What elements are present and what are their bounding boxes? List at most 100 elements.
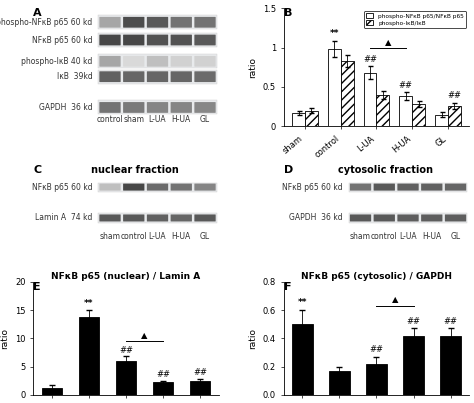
- Text: A: A: [33, 8, 42, 18]
- FancyBboxPatch shape: [123, 102, 145, 113]
- FancyBboxPatch shape: [445, 214, 466, 222]
- FancyBboxPatch shape: [100, 56, 121, 66]
- FancyBboxPatch shape: [147, 35, 168, 46]
- Text: NFκB p65 60 kd: NFκB p65 60 kd: [32, 35, 92, 44]
- FancyBboxPatch shape: [123, 17, 145, 28]
- Text: phospho-IκB 40 kd: phospho-IκB 40 kd: [21, 57, 92, 66]
- Y-axis label: ratio: ratio: [248, 328, 257, 349]
- Bar: [153, 382, 173, 395]
- Legend: phospho-NFκB p65/NFκB p65, phospho-IκB/IκB: phospho-NFκB p65/NFκB p65, phospho-IκB/I…: [364, 11, 466, 28]
- Bar: [366, 364, 387, 395]
- FancyBboxPatch shape: [350, 184, 371, 191]
- FancyBboxPatch shape: [100, 184, 121, 191]
- Bar: [98, 100, 217, 114]
- Bar: [412, 104, 425, 127]
- Bar: [440, 336, 461, 395]
- Text: B: B: [284, 8, 292, 18]
- Text: sham: sham: [350, 232, 371, 241]
- FancyBboxPatch shape: [171, 102, 192, 113]
- FancyBboxPatch shape: [171, 35, 192, 46]
- Bar: [400, 96, 412, 127]
- Bar: [42, 388, 62, 395]
- Text: ##: ##: [447, 91, 461, 100]
- Text: L-UA: L-UA: [399, 232, 417, 241]
- Text: H-UA: H-UA: [172, 115, 191, 124]
- Text: GL: GL: [200, 115, 210, 124]
- FancyBboxPatch shape: [123, 56, 145, 66]
- Text: F: F: [284, 282, 291, 292]
- Text: ▲: ▲: [385, 38, 391, 47]
- Text: ##: ##: [119, 346, 133, 355]
- Bar: [435, 114, 448, 127]
- FancyBboxPatch shape: [445, 184, 466, 191]
- Text: ##: ##: [363, 55, 377, 64]
- Text: Lamin A  74 kd: Lamin A 74 kd: [35, 214, 92, 222]
- Bar: [305, 110, 318, 127]
- Bar: [349, 213, 467, 222]
- Bar: [376, 95, 389, 127]
- Bar: [98, 54, 217, 69]
- Bar: [98, 33, 217, 47]
- FancyBboxPatch shape: [194, 214, 216, 222]
- Text: ##: ##: [444, 317, 457, 326]
- Text: control: control: [120, 232, 147, 241]
- FancyBboxPatch shape: [147, 71, 168, 82]
- Bar: [79, 317, 99, 395]
- FancyBboxPatch shape: [194, 71, 216, 82]
- FancyBboxPatch shape: [374, 184, 395, 191]
- Bar: [292, 113, 305, 127]
- Bar: [364, 73, 376, 127]
- FancyBboxPatch shape: [171, 184, 192, 191]
- FancyBboxPatch shape: [397, 214, 419, 222]
- FancyBboxPatch shape: [147, 214, 168, 222]
- FancyBboxPatch shape: [100, 17, 121, 28]
- Text: sham: sham: [100, 232, 120, 241]
- Text: GL: GL: [200, 232, 210, 241]
- Bar: [403, 336, 424, 395]
- Text: control: control: [97, 115, 123, 124]
- Text: GAPDH  36 kd: GAPDH 36 kd: [39, 103, 92, 112]
- FancyBboxPatch shape: [147, 184, 168, 191]
- FancyBboxPatch shape: [397, 184, 419, 191]
- Text: ##: ##: [407, 317, 420, 326]
- FancyBboxPatch shape: [421, 184, 442, 191]
- Bar: [98, 213, 217, 222]
- FancyBboxPatch shape: [123, 184, 145, 191]
- FancyBboxPatch shape: [350, 214, 371, 222]
- FancyBboxPatch shape: [100, 35, 121, 46]
- Text: ##: ##: [369, 345, 383, 354]
- Bar: [448, 106, 461, 127]
- Y-axis label: ratio: ratio: [248, 57, 257, 78]
- FancyBboxPatch shape: [194, 17, 216, 28]
- FancyBboxPatch shape: [194, 35, 216, 46]
- Bar: [98, 70, 217, 84]
- FancyBboxPatch shape: [147, 102, 168, 113]
- Text: NFκB p65 60 kd: NFκB p65 60 kd: [283, 183, 343, 191]
- Text: control: control: [371, 232, 398, 241]
- Title: NFκB p65 (nuclear) / Lamin A: NFκB p65 (nuclear) / Lamin A: [51, 272, 201, 281]
- FancyBboxPatch shape: [171, 56, 192, 66]
- Text: L-UA: L-UA: [149, 115, 166, 124]
- FancyBboxPatch shape: [194, 56, 216, 66]
- Text: cytosolic fraction: cytosolic fraction: [338, 166, 433, 175]
- FancyBboxPatch shape: [123, 35, 145, 46]
- FancyBboxPatch shape: [374, 214, 395, 222]
- Text: sham: sham: [123, 115, 144, 124]
- Text: H-UA: H-UA: [172, 232, 191, 241]
- FancyBboxPatch shape: [123, 71, 145, 82]
- Text: C: C: [33, 166, 41, 175]
- Text: E: E: [33, 282, 41, 292]
- FancyBboxPatch shape: [123, 214, 145, 222]
- Bar: [292, 324, 312, 395]
- Bar: [116, 361, 136, 395]
- Text: ##: ##: [193, 368, 207, 377]
- Title: NFκB p65 (cytosolic) / GAPDH: NFκB p65 (cytosolic) / GAPDH: [301, 272, 452, 281]
- FancyBboxPatch shape: [171, 71, 192, 82]
- FancyBboxPatch shape: [194, 102, 216, 113]
- Text: D: D: [284, 166, 293, 175]
- Text: **: **: [329, 29, 339, 38]
- Text: GAPDH  36 kd: GAPDH 36 kd: [290, 214, 343, 222]
- Bar: [329, 371, 350, 395]
- Y-axis label: ratio: ratio: [0, 328, 9, 349]
- Text: NFκB p65 60 kd: NFκB p65 60 kd: [32, 183, 92, 191]
